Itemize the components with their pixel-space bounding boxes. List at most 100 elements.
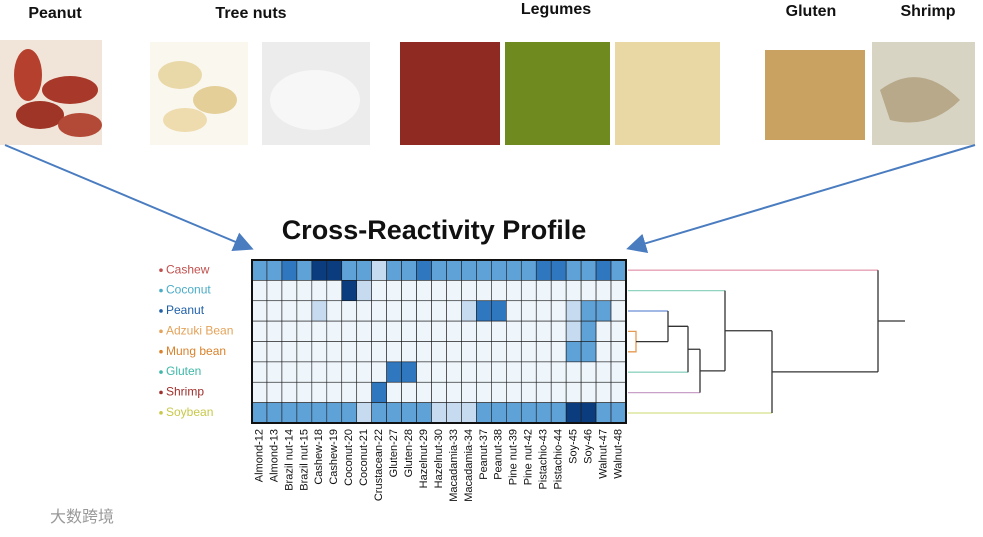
heat-cell <box>401 259 417 281</box>
heat-cell <box>326 361 343 383</box>
heat-cell <box>311 320 328 342</box>
heat-cell <box>386 402 402 424</box>
heat-cell <box>446 259 462 281</box>
heat-cell <box>281 361 298 383</box>
heat-cell <box>251 381 268 403</box>
column-label: Macadamia-33 <box>448 429 460 502</box>
row-label: Peanut <box>166 303 205 317</box>
heat-cell <box>491 320 507 342</box>
heat-cell <box>520 341 537 363</box>
heat-cell <box>520 402 537 424</box>
column-label: Macadamia-34 <box>463 429 475 502</box>
column-label: Pine nut-39 <box>508 429 520 485</box>
row-label: Shrimp <box>166 385 204 399</box>
heat-cell <box>491 300 507 322</box>
heat-cell <box>416 402 432 424</box>
heat-cell <box>491 259 507 281</box>
heat-cell <box>506 259 522 281</box>
heat-cell <box>401 280 417 302</box>
heat-cell <box>371 259 387 281</box>
heat-cell <box>461 320 477 342</box>
heat-cell <box>341 280 358 302</box>
heat-cell <box>491 341 507 363</box>
heat-cell <box>311 361 328 383</box>
heat-cell <box>311 300 328 322</box>
heat-cell <box>296 402 313 424</box>
heat-cell <box>446 280 462 302</box>
arrow <box>626 144 976 254</box>
heat-cell <box>580 300 597 322</box>
heat-cell <box>386 361 402 383</box>
heat-cell <box>266 280 283 302</box>
heat-cell <box>595 280 612 302</box>
row-marker <box>159 390 163 395</box>
heat-cell <box>565 381 582 403</box>
heat-cell <box>326 341 343 363</box>
row-label: Soybean <box>166 405 213 419</box>
heat-cell <box>535 300 552 322</box>
heat-cell <box>401 320 417 342</box>
heat-cell <box>371 402 387 424</box>
heat-cell <box>506 280 522 302</box>
heat-cell <box>461 280 477 302</box>
row-label: Adzuki Bean <box>166 323 233 337</box>
heat-cell <box>401 300 417 322</box>
heat-cell <box>446 402 462 424</box>
heat-cell <box>281 259 298 281</box>
heat-cell <box>610 259 627 281</box>
heat-cell <box>461 361 477 383</box>
heat-cell <box>506 402 522 424</box>
heat-cell <box>491 402 507 424</box>
heat-cell <box>326 280 343 302</box>
heat-cell <box>281 280 298 302</box>
heat-cell <box>476 280 492 302</box>
heat-cell <box>341 402 358 424</box>
heat-cell <box>371 300 387 322</box>
heat-cell <box>506 381 522 403</box>
heat-cell <box>595 361 612 383</box>
heat-cell <box>386 259 402 281</box>
heat-cell <box>311 402 328 424</box>
row-marker <box>159 329 163 334</box>
heat-cell <box>610 300 627 322</box>
column-label: Gluten-27 <box>388 429 400 477</box>
heat-cell <box>550 259 567 281</box>
heat-cell <box>356 341 372 363</box>
heat-cell <box>416 280 432 302</box>
heat-cell <box>550 381 567 403</box>
heat-cell <box>401 402 417 424</box>
heat-cell <box>610 402 627 424</box>
heat-cell <box>386 300 402 322</box>
heat-cell <box>296 341 313 363</box>
heat-cell <box>431 320 447 342</box>
adzuki-photo <box>400 42 500 145</box>
heat-cell <box>431 280 447 302</box>
heat-cell <box>550 361 567 383</box>
heat-cell <box>580 280 597 302</box>
heat-cell <box>595 341 612 363</box>
heat-cell <box>461 402 477 424</box>
heat-cell <box>416 320 432 342</box>
heat-cell <box>386 280 402 302</box>
heat-cell <box>491 280 507 302</box>
heat-cell <box>580 381 597 403</box>
row-marker <box>159 349 163 354</box>
column-label: Peanut-37 <box>478 429 490 480</box>
heat-cell <box>371 361 387 383</box>
heat-cell <box>580 259 597 281</box>
column-label: Almond-13 <box>268 429 280 482</box>
heat-cell <box>580 402 597 424</box>
heat-cell <box>356 259 372 281</box>
heat-cell <box>341 361 358 383</box>
heat-cell <box>595 320 612 342</box>
heat-cell <box>251 280 268 302</box>
heat-cell <box>431 259 447 281</box>
heat-cell <box>491 361 507 383</box>
heat-cell <box>580 341 597 363</box>
heat-cell <box>610 361 627 383</box>
heat-cell <box>595 300 612 322</box>
heat-cell <box>371 280 387 302</box>
heat-cell <box>461 300 477 322</box>
soybean-photo <box>615 42 720 145</box>
photos <box>0 40 975 145</box>
